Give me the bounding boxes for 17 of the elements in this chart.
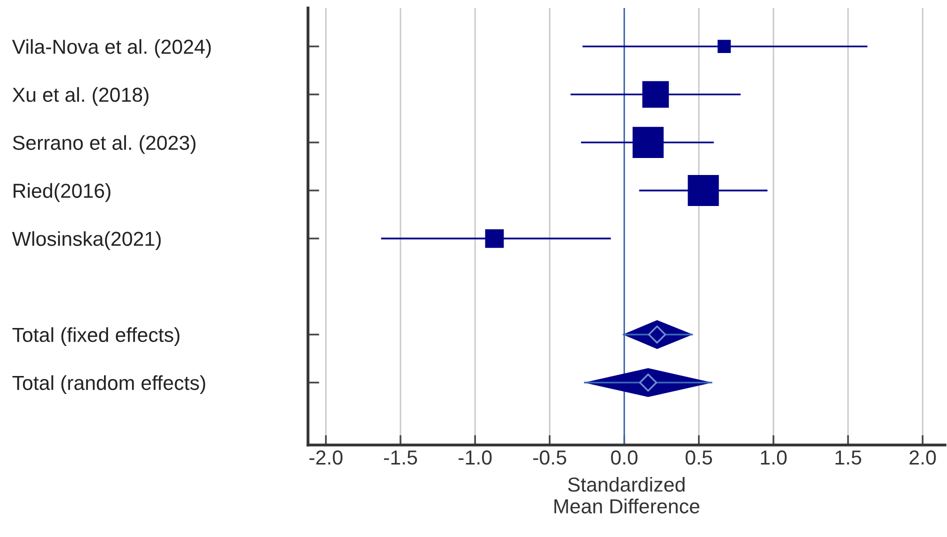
y-tick-label: Total (fixed effects): [12, 327, 180, 346]
x-tick-label: -1.5: [384, 450, 417, 465]
x-tick-label: 1.0: [760, 450, 787, 465]
y-tick-label: Wlosinska(2021): [12, 231, 161, 250]
x-tick-label: 2.0: [910, 450, 936, 465]
y-tick-label: Serrano et al. (2023): [12, 135, 196, 154]
y-tick-label: Total (random effects): [12, 375, 206, 394]
x-tick-label: -0.5: [533, 450, 566, 465]
y-tick-label: Vila-Nova et al. (2024): [12, 39, 211, 58]
x-tick-label: 0.5: [686, 450, 712, 465]
x-tick-label: 0.0: [611, 450, 638, 465]
x-tick-label: -2.0: [309, 450, 342, 465]
x-axis-title: Standardized Mean Difference: [554, 476, 700, 514]
x-tick-label: 1.5: [836, 450, 862, 465]
x-tick-label: -1.0: [458, 450, 492, 465]
y-tick-label: Ried(2016): [14, 183, 110, 202]
y-tick-label: Xu et al. (2018): [12, 87, 148, 106]
